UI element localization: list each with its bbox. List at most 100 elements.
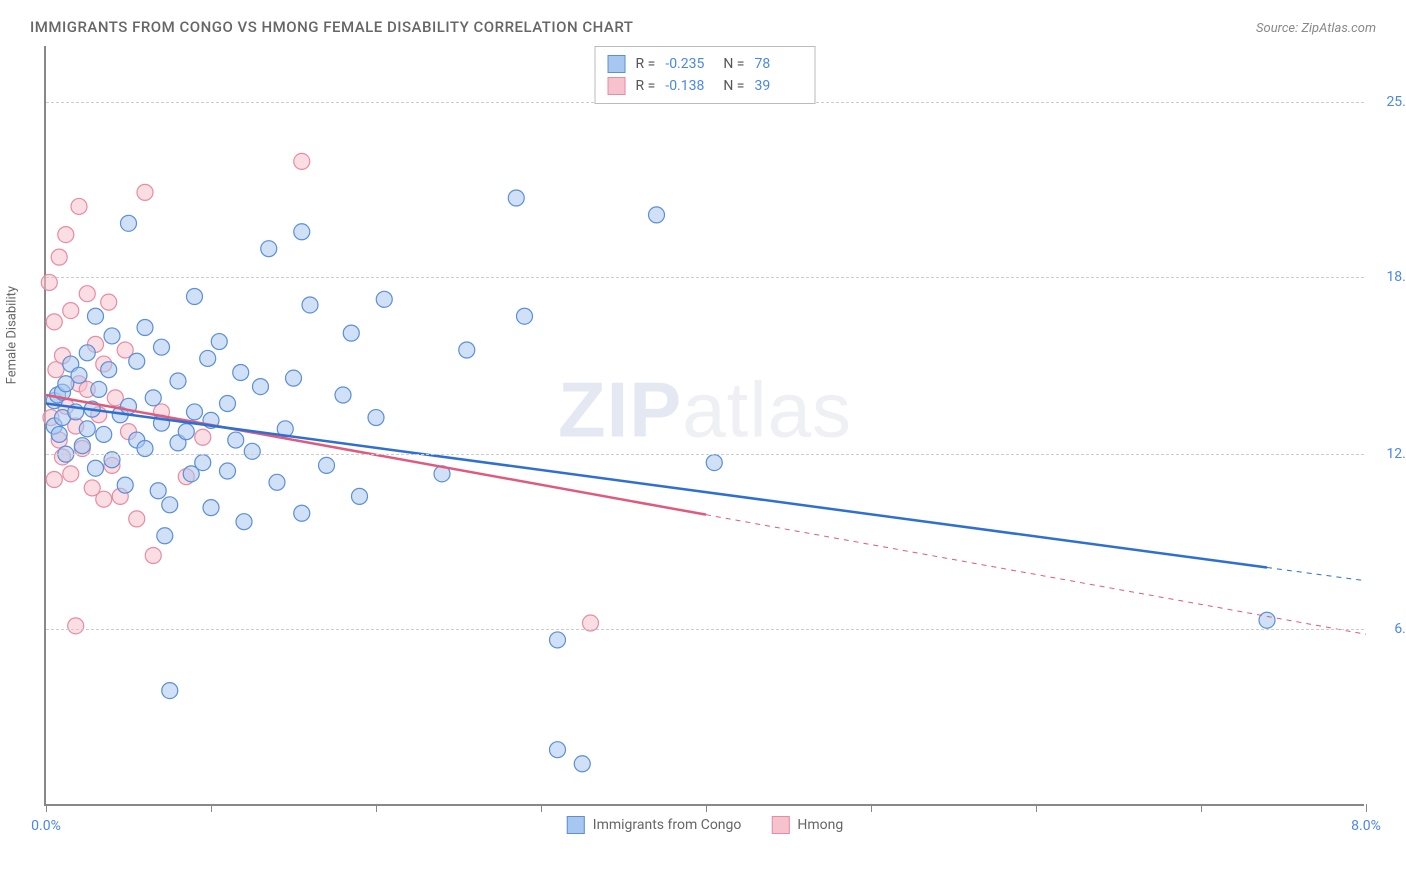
point-series-b [51,249,67,265]
point-series-b [137,184,153,200]
legend-item: Hmong [771,816,843,834]
legend-series-box: Immigrants from Congo Hmong [567,816,843,834]
trendline-a-solid [46,403,1267,567]
point-series-a [550,742,566,758]
x-tick [871,804,872,812]
legend-swatch-a [567,816,585,834]
point-series-a [200,350,216,366]
point-series-b [101,294,117,310]
point-series-b [145,547,161,563]
point-series-a [187,404,203,420]
legend-row: R = -0.138 N = 39 [608,75,803,97]
gridline [46,277,1364,278]
point-series-a [117,477,133,493]
x-tick [541,804,542,812]
legend-swatch-a [608,55,626,73]
point-series-a [236,514,252,530]
point-series-a [79,345,95,361]
point-series-a [574,756,590,772]
point-series-a [129,353,145,369]
legend-item: Immigrants from Congo [567,816,742,834]
point-series-a [286,370,302,386]
point-series-b [79,286,95,302]
trendline-b-dashed [706,515,1366,635]
point-series-a [178,424,194,440]
source-name: ZipAtlas.com [1301,21,1376,36]
point-series-a [228,432,244,448]
y-tick-label: 6.3% [1369,621,1406,637]
point-series-a [157,528,173,544]
point-series-b [96,491,112,507]
point-series-a [203,500,219,516]
point-series-a [352,488,368,504]
legend-label: Hmong [797,817,843,833]
point-series-a [145,390,161,406]
point-series-a [88,460,104,476]
point-series-a [319,457,335,473]
point-series-a [261,241,277,257]
point-series-a [220,463,236,479]
point-series-a [51,426,67,442]
legend-correlation-box: R = -0.235 N = 78 R = -0.138 N = 39 [595,46,816,104]
point-series-b [63,466,79,482]
source-label: Source: [1256,21,1301,36]
point-series-a [1259,612,1275,628]
point-series-a [302,297,318,313]
point-series-a [233,365,249,381]
point-series-a [71,367,87,383]
point-series-a [508,190,524,206]
x-tick [1366,804,1367,812]
point-series-a [517,308,533,324]
legend-row: R = -0.235 N = 78 [608,53,803,75]
point-series-a [368,410,384,426]
point-series-a [195,455,211,471]
x-tick [706,804,707,812]
y-tick-label: 25.0% [1369,94,1406,110]
point-series-b [129,511,145,527]
point-series-a [104,328,120,344]
legend-swatch-b [608,77,626,95]
point-series-b [294,153,310,169]
x-tick [1036,804,1037,812]
r-value: -0.235 [665,56,713,72]
point-series-a [187,289,203,305]
gridline [46,629,1364,630]
source-attribution: Source: ZipAtlas.com [1256,21,1376,36]
x-tick [46,804,47,812]
point-series-b [46,471,62,487]
point-series-b [58,227,74,243]
trendline-a-dashed [1267,568,1366,581]
r-label: R = [636,78,656,94]
legend-label: Immigrants from Congo [593,817,742,833]
point-series-a [88,308,104,324]
x-tick [211,804,212,812]
point-series-a [253,379,269,395]
point-series-a [150,483,166,499]
point-series-a [79,421,95,437]
n-label: N = [723,78,744,94]
point-series-a [96,426,112,442]
plot-area: ZIPatlas R = -0.235 N = 78 R = -0.138 N … [44,46,1364,806]
point-series-b [195,429,211,445]
legend-swatch-b [771,816,789,834]
point-series-a [649,207,665,223]
n-label: N = [723,56,744,72]
n-value: 39 [754,78,802,94]
r-value: -0.138 [665,78,713,94]
point-series-a [459,342,475,358]
chart-title: IMMIGRANTS FROM CONGO VS HMONG FEMALE DI… [30,18,633,36]
y-tick-label: 12.5% [1369,446,1406,462]
y-tick-label: 18.8% [1369,269,1406,285]
x-tick [376,804,377,812]
point-series-b [63,303,79,319]
point-series-a [220,395,236,411]
point-series-a [74,438,90,454]
point-series-a [343,325,359,341]
x-tick-label: 8.0% [1351,818,1381,834]
gridline [46,454,1364,455]
point-series-a [376,291,392,307]
point-series-a [269,474,285,490]
point-series-b [71,198,87,214]
n-value: 78 [754,56,802,72]
point-series-a [91,381,107,397]
